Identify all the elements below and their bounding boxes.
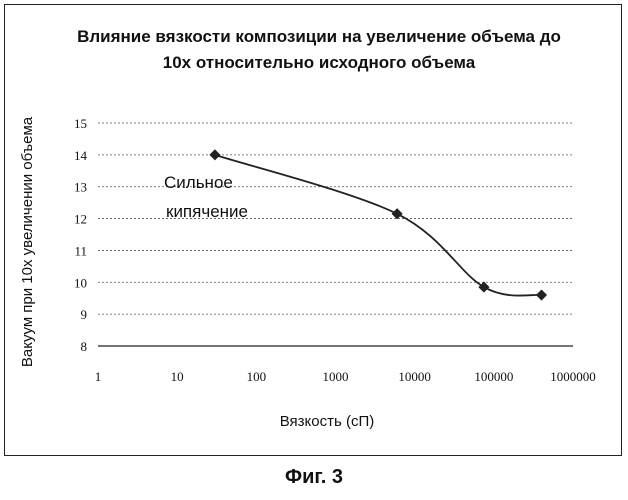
y-tick-label: 12	[74, 212, 87, 227]
annotation: Сильное кипячение	[164, 173, 248, 221]
x-tick-label: 100000	[474, 369, 513, 384]
annotation-line-1: Сильное	[164, 173, 233, 192]
y-tick-label: 9	[81, 307, 88, 322]
y-tick-label: 15	[74, 116, 87, 131]
x-tick-label: 1	[95, 369, 102, 384]
chart: Влияние вязкости композиции на увеличени…	[5, 5, 623, 457]
x-tick-label: 10000	[398, 369, 431, 384]
series-lines	[215, 155, 542, 296]
y-tick-labels: 8 9 10 11 12 13 14 15	[74, 116, 88, 354]
data-point-marker	[392, 209, 402, 219]
figure-caption: Фиг. 3	[0, 466, 628, 489]
x-tick-label: 100	[247, 369, 267, 384]
y-tick-label: 14	[74, 148, 88, 163]
data-point-marker	[536, 290, 546, 300]
y-axis-label: Вакуум при 10х увеличении объема	[19, 116, 36, 367]
x-tick-label: 1000000	[550, 369, 596, 384]
annotation-line-2: кипячение	[166, 202, 248, 221]
y-tick-label: 8	[81, 339, 88, 354]
series-line	[215, 155, 542, 296]
chart-title-line-2: 10х относительно исходного объема	[163, 53, 476, 72]
data-points	[210, 150, 547, 300]
y-tick-label: 11	[74, 243, 87, 258]
y-tick-label: 10	[74, 275, 87, 290]
x-tick-label: 1000	[323, 369, 349, 384]
chart-title-line-1: Влияние вязкости композиции на увеличени…	[77, 27, 561, 46]
data-point-marker	[479, 282, 489, 292]
x-tick-label: 10	[171, 369, 184, 384]
chart-frame: Влияние вязкости композиции на увеличени…	[4, 4, 622, 456]
x-tick-labels: 1 10 100 1000 10000 100000 1000000	[95, 369, 596, 384]
chart-title: Влияние вязкости композиции на увеличени…	[77, 27, 561, 72]
y-tick-label: 13	[74, 180, 87, 195]
x-axis-label: Вязкость (сП)	[280, 413, 375, 430]
data-point-marker	[210, 150, 220, 160]
